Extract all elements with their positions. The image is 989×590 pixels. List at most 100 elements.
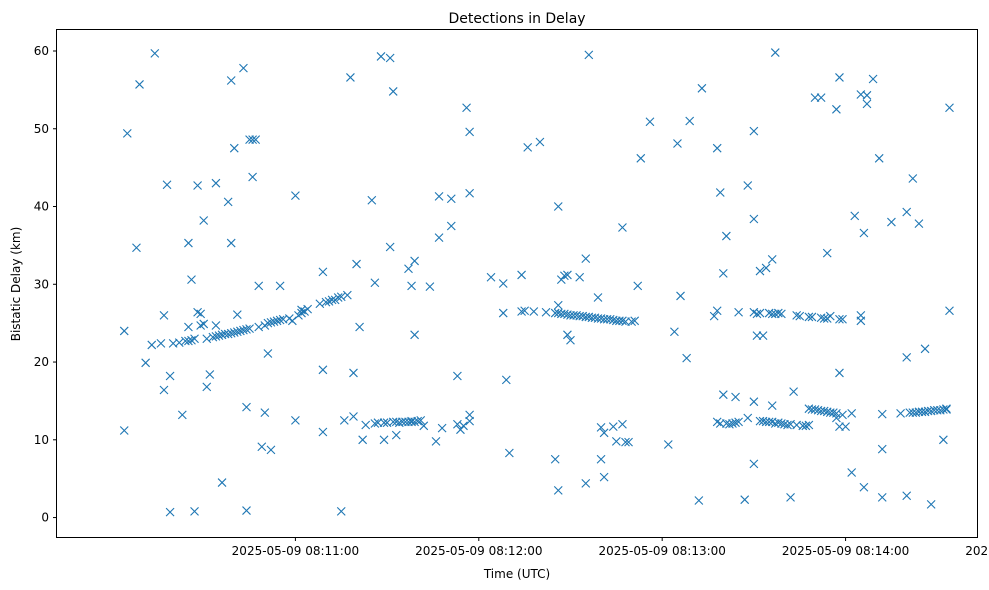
data-point <box>245 324 254 333</box>
data-point <box>789 387 798 396</box>
plot-frame <box>56 29 978 538</box>
data-point <box>355 322 364 332</box>
y-tick-label: 50 <box>34 122 49 136</box>
data-point <box>618 419 627 429</box>
data-point <box>767 401 777 410</box>
y-tick-label: 60 <box>34 44 49 58</box>
data-point <box>856 310 866 320</box>
data-point <box>731 418 740 428</box>
data-point <box>596 422 606 432</box>
data-point <box>663 440 673 449</box>
data-point <box>770 48 780 57</box>
data-point <box>611 436 621 446</box>
data-point <box>242 506 251 515</box>
plot-marks <box>119 48 954 517</box>
data-point <box>419 421 429 431</box>
data-point <box>434 233 444 243</box>
data-point <box>721 419 731 428</box>
data-point <box>621 317 630 326</box>
data-point <box>425 282 435 291</box>
data-point <box>346 73 355 82</box>
data-point <box>682 353 692 363</box>
y-axis-label: Bistatic Delay (km) <box>9 227 23 342</box>
data-point <box>828 408 838 417</box>
data-point <box>859 482 869 492</box>
data-point <box>459 421 468 431</box>
data-point <box>599 314 609 324</box>
data-point <box>211 321 221 330</box>
data-point <box>816 93 826 103</box>
data-point <box>119 426 129 435</box>
data-point <box>630 316 640 326</box>
data-point <box>248 135 258 145</box>
data-point <box>275 315 285 325</box>
x-tick-label: 2025-05-09 08:12:00 <box>415 544 542 558</box>
y-axis-ticks: 0 10 20 30 40 50 60 <box>34 44 57 525</box>
data-point <box>159 310 169 320</box>
x-tick-label: 2025-05-09 08:11:00 <box>232 544 359 558</box>
data-point <box>263 349 273 358</box>
data-point <box>877 492 887 502</box>
data-point <box>929 405 939 415</box>
data-point <box>391 430 401 440</box>
data-point <box>740 495 750 505</box>
data-point <box>291 191 300 201</box>
data-point <box>520 306 530 316</box>
data-point <box>810 93 820 103</box>
data-point <box>556 275 566 285</box>
data-point <box>942 404 951 414</box>
y-tick-label: 20 <box>34 355 49 369</box>
data-point <box>832 413 841 423</box>
data-point <box>291 415 300 425</box>
data-point <box>135 80 144 89</box>
data-point <box>636 153 646 163</box>
data-point <box>349 412 358 421</box>
data-point <box>413 416 423 426</box>
data-point <box>755 266 765 276</box>
data-point <box>541 307 551 317</box>
data-point <box>498 279 508 288</box>
data-point <box>379 418 389 428</box>
data-point <box>321 297 331 307</box>
data-point <box>397 417 407 427</box>
data-point <box>370 419 380 428</box>
data-point <box>749 126 759 136</box>
data-point <box>566 310 575 320</box>
data-point <box>801 421 811 431</box>
data-point <box>404 264 413 274</box>
data-point <box>376 52 386 61</box>
data-point <box>446 221 456 231</box>
data-point <box>550 454 560 464</box>
data-point <box>159 385 169 395</box>
data-point <box>938 405 948 414</box>
data-point <box>859 228 869 238</box>
data-point <box>456 425 465 435</box>
data-point <box>327 295 337 305</box>
data-point <box>379 435 389 445</box>
data-point <box>226 76 236 85</box>
data-point <box>339 415 349 425</box>
data-point <box>184 336 193 346</box>
data-point <box>902 352 912 362</box>
data-point <box>743 181 753 190</box>
data-point <box>712 143 722 153</box>
data-point <box>446 194 456 204</box>
data-point <box>593 293 603 302</box>
data-point <box>122 129 132 138</box>
data-point <box>410 330 419 340</box>
data-point <box>694 496 704 505</box>
data-point <box>761 417 771 427</box>
data-point <box>920 344 930 354</box>
data-point <box>367 195 377 205</box>
data-point <box>239 63 248 73</box>
data-point <box>618 223 627 232</box>
data-point <box>627 317 637 326</box>
data-point <box>407 281 416 291</box>
data-point <box>758 331 768 340</box>
data-point <box>807 312 817 322</box>
data-point <box>621 437 630 447</box>
data-point <box>254 281 264 291</box>
data-point <box>501 375 511 385</box>
data-point <box>835 73 844 82</box>
